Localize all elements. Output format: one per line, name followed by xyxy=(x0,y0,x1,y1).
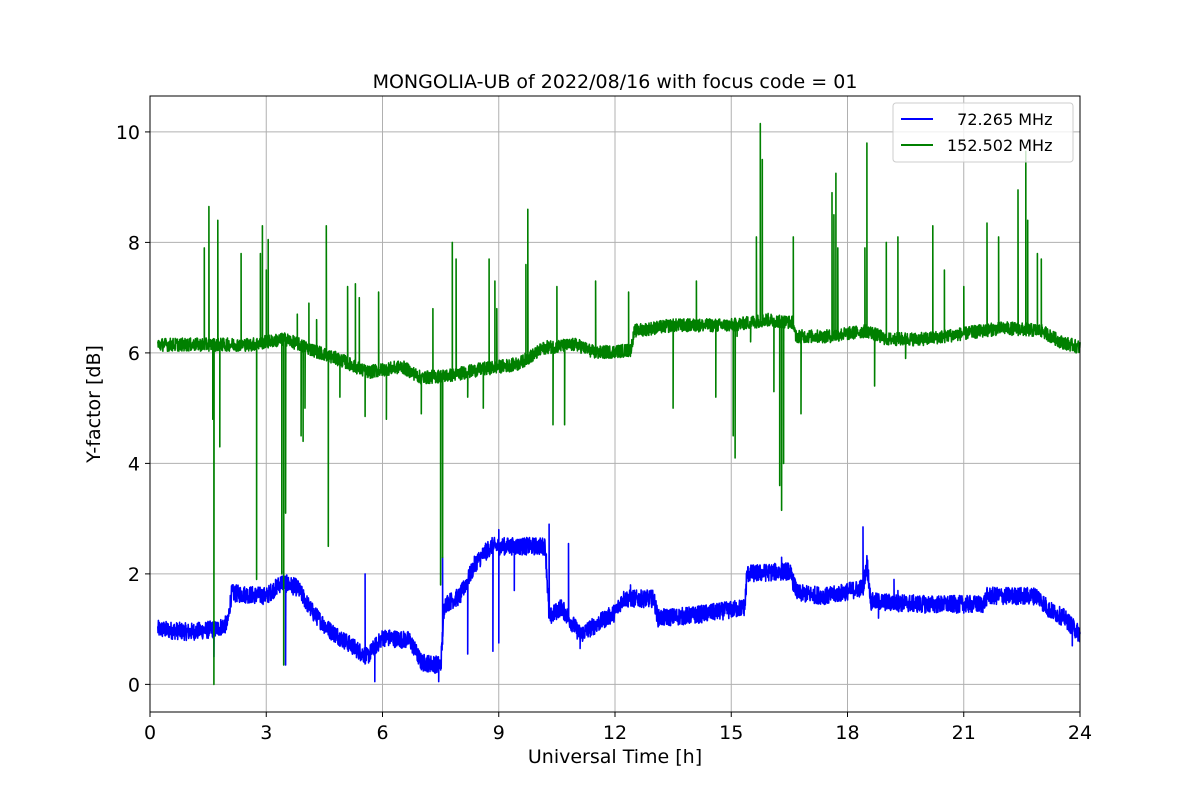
x-tick-label: 18 xyxy=(835,722,859,744)
y-tick-label: 6 xyxy=(128,343,140,365)
x-tick-label: 24 xyxy=(1068,722,1092,744)
x-tick-label: 15 xyxy=(719,722,743,744)
legend-box xyxy=(892,102,1074,163)
y-tick-label: 8 xyxy=(128,232,140,254)
y-tick-label: 2 xyxy=(128,564,140,586)
legend-label: 152.502 MHz xyxy=(947,136,1052,155)
y-axis-label: Y-factor [dB] xyxy=(83,345,105,464)
legend: 72.265 MHz 152.502 MHz xyxy=(892,102,1074,163)
x-tick-label: 0 xyxy=(144,722,156,744)
x-tick-label: 9 xyxy=(493,722,505,744)
x-tick-label: 3 xyxy=(260,722,272,744)
x-axis-label: Universal Time [h] xyxy=(528,746,702,768)
y-tick-label: 10 xyxy=(116,122,140,144)
chart-title: MONGOLIA-UB of 2022/08/16 with focus cod… xyxy=(373,71,858,93)
x-tick-label: 6 xyxy=(376,722,388,744)
y-tick-label: 0 xyxy=(128,674,140,696)
x-tick-label: 12 xyxy=(603,722,627,744)
y-tick-label: 4 xyxy=(128,453,140,475)
series-line-1 xyxy=(157,122,1081,686)
x-tick-label: 21 xyxy=(952,722,976,744)
series-line-0 xyxy=(157,523,1081,683)
series-layer xyxy=(157,122,1081,686)
legend-label: 72.265 MHz xyxy=(947,110,1052,129)
